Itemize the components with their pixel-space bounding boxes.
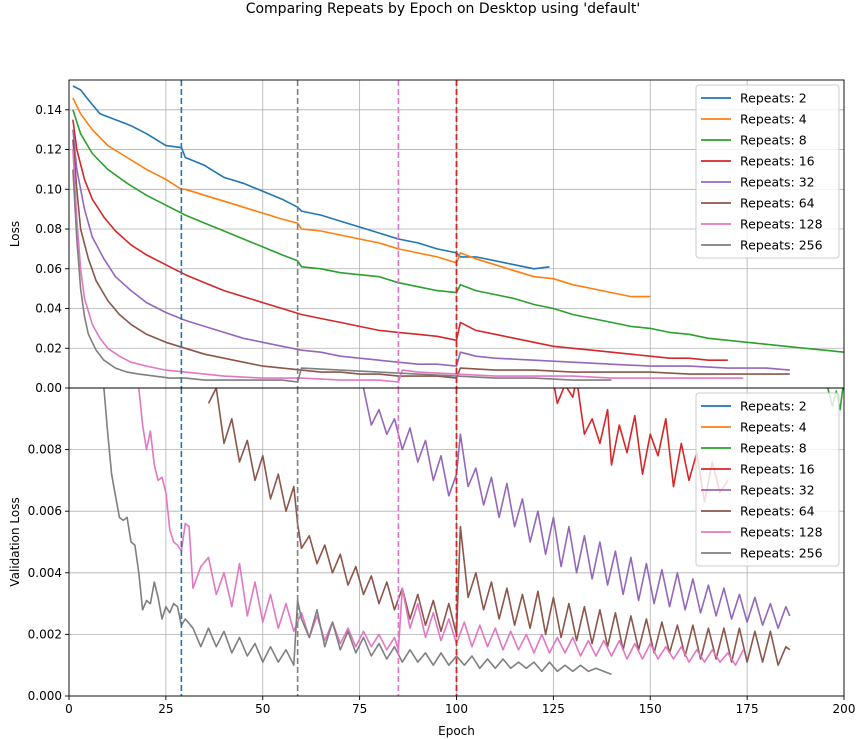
val-loss-legend-label: Repeats: 64 [740, 504, 815, 519]
loss-ytick-label: 0.02 [35, 341, 62, 355]
val-loss-y-axis-label: Validation Loss [8, 497, 22, 586]
val-loss-xtick-label: 50 [255, 702, 270, 716]
loss-series-line-8 [72, 169, 612, 383]
loss-series-line-6 [72, 139, 790, 379]
val-loss-series-line-5 [362, 388, 791, 629]
val-loss-legend-label: Repeats: 16 [740, 462, 815, 477]
val-loss-series-line-8 [103, 388, 612, 676]
loss-series-group [72, 85, 844, 383]
val-loss-legend-label: Repeats: 4 [740, 420, 807, 435]
loss-legend-label: Repeats: 8 [740, 133, 807, 148]
val-loss-ytick-label: 0.000 [28, 689, 62, 703]
loss-legend-box [695, 84, 840, 259]
val-loss-ytick-label: 0.006 [28, 504, 62, 518]
val-loss-ytick-label: 0.004 [28, 566, 62, 580]
loss-y-axis-label: Loss [8, 221, 22, 247]
loss-legend-label: Repeats: 16 [740, 154, 815, 169]
val-loss-legend: Repeats: 2 Repeats: 4 Repeats: 8 Repeats: 1… [695, 392, 840, 567]
val-loss-xtick-label: 150 [639, 702, 662, 716]
loss-legend: Repeats: 2 Repeats: 4 Repeats: 8 Repeats: 1… [695, 84, 840, 259]
loss-ytick-label: 0.12 [35, 143, 62, 157]
val-loss-xtick-label: 175 [736, 702, 759, 716]
chart-title: Comparing Repeats by Epoch on Desktop us… [246, 1, 641, 17]
val-loss-legend-label: Repeats: 32 [740, 483, 815, 498]
val-loss-xtick-label: 75 [352, 702, 367, 716]
loss-series-line-3 [72, 109, 844, 353]
val-loss-series-line-6 [207, 388, 791, 666]
loss-legend-label: Repeats: 256 [740, 238, 823, 253]
loss-legend-label: Repeats: 64 [740, 196, 815, 211]
loss-legend-label: Repeats: 32 [740, 175, 815, 190]
val-loss-legend-label: Repeats: 128 [740, 525, 823, 540]
loss-series-line-5 [72, 129, 790, 371]
loss-legend-label: Repeats: 128 [740, 217, 823, 232]
val-loss-xtick-label: 125 [542, 702, 565, 716]
val-loss-legend-label: Repeats: 256 [740, 546, 823, 561]
val-loss-x-axis-label: Epoch [438, 724, 475, 738]
loss-series-line-4 [72, 119, 728, 361]
loss-ytick-label: 0.06 [35, 262, 62, 276]
loss-series-line-2 [72, 97, 651, 298]
val-loss-xtick-label: 200 [833, 702, 856, 716]
loss-ytick-label: 0.08 [35, 222, 62, 236]
val-loss-xtick-label: 0 [65, 702, 73, 716]
val-loss-xtick-label: 25 [158, 702, 173, 716]
loss-ytick-label: 0.14 [35, 103, 62, 117]
val-loss-series-line-7 [138, 388, 745, 666]
loss-legend-label: Repeats: 4 [740, 112, 807, 127]
loss-ytick-label: 0.10 [35, 182, 62, 196]
validation-loss-panel: 0.000 0.002 0.004 0.006 0.008 0 25 50 75 100 125 15… [8, 387, 856, 738]
loss-series-line-7 [72, 149, 744, 383]
val-loss-legend-box [695, 392, 840, 567]
val-loss-ytick-label: 0.002 [28, 627, 62, 641]
loss-ytick-label: 0.00 [35, 381, 62, 395]
val-loss-legend-label: Repeats: 8 [740, 441, 807, 456]
loss-ytick-label: 0.04 [35, 302, 62, 316]
val-loss-xtick-label: 100 [445, 702, 468, 716]
val-loss-ytick-label: 0.008 [28, 443, 62, 457]
loss-legend-label: Repeats: 2 [740, 91, 807, 106]
val-loss-legend-label: Repeats: 2 [740, 399, 807, 414]
